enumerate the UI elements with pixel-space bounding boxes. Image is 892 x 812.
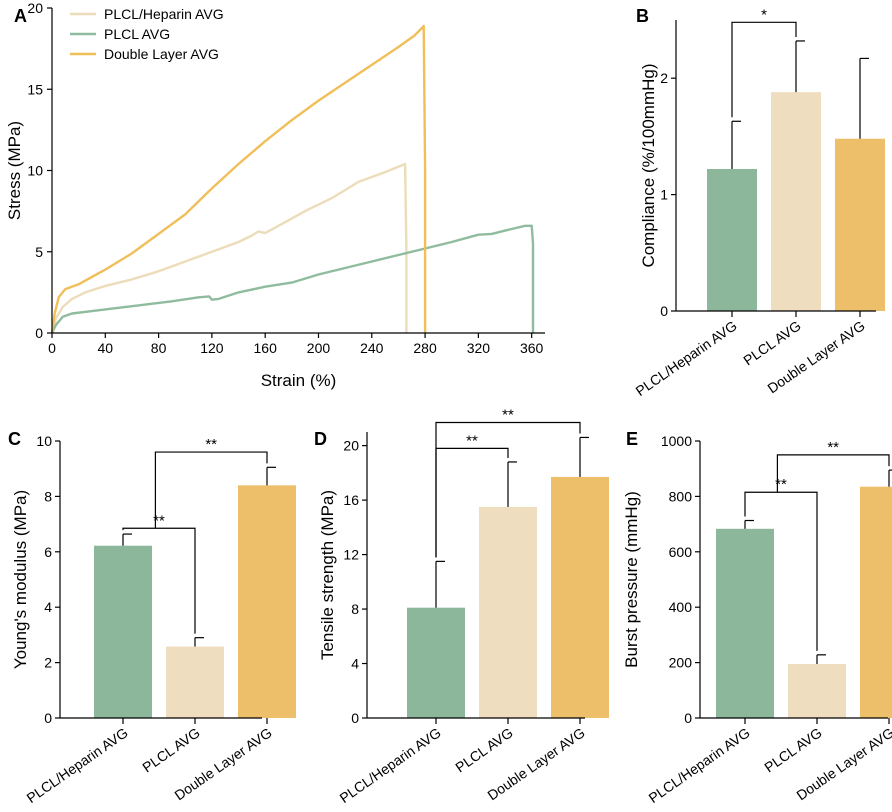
x-tick-label: 240	[360, 340, 384, 356]
significance-label: **	[827, 439, 839, 456]
x-tick-label: 360	[520, 340, 544, 356]
y-tick-label: 4	[351, 656, 359, 672]
bar	[707, 168, 757, 311]
bar	[860, 486, 892, 718]
legend-label: PLCL AVG	[104, 26, 170, 42]
y-axis-label: Stress (MPa)	[5, 121, 24, 220]
category-label: PLCL AVG	[740, 317, 803, 368]
panel-label: C	[8, 429, 21, 449]
significance-label: **	[502, 406, 514, 423]
y-tick-label: 0	[351, 710, 359, 726]
x-tick-label: 160	[254, 340, 278, 356]
panel-label: A	[14, 6, 27, 26]
panel-e-burst-pressure-bar-chart: E ** ** 0 200 400 600 800 1000 PLCL/Heparin AVG PL…	[622, 429, 892, 806]
category-label: PLCL/Heparin AVG	[633, 317, 740, 399]
significance-label: **	[153, 512, 165, 529]
x-tick-label: 40	[98, 340, 114, 356]
significance-bracket	[154, 451, 268, 529]
y-tick-label: 10	[27, 163, 43, 179]
series-line	[50, 24, 427, 334]
category-label: PLCL AVG	[761, 724, 824, 775]
y-tick-label: 600	[669, 544, 693, 560]
y-tick-label: 400	[669, 599, 693, 615]
x-tick-label: 0	[48, 340, 56, 356]
y-tick-label: 5	[35, 244, 43, 260]
category-label: PLCL AVG	[139, 724, 202, 775]
y-tick-label: 12	[343, 547, 359, 563]
significance-bracket	[731, 21, 797, 118]
y-tick-label: 0	[684, 710, 692, 726]
panel-label: B	[636, 6, 649, 26]
y-tick-label: 8	[44, 488, 52, 504]
significance-bracket	[435, 421, 581, 558]
y-tick-label: 15	[27, 81, 43, 97]
x-tick-label: 320	[467, 340, 491, 356]
x-tick-label: 280	[413, 340, 437, 356]
significance-label: **	[775, 476, 787, 493]
x-axis-label: Strain (%)	[261, 371, 337, 390]
panel-label: D	[314, 429, 327, 449]
bar	[479, 506, 537, 718]
series-line	[50, 224, 535, 334]
y-tick-label: 20	[343, 438, 359, 454]
y-tick-label: 1	[660, 187, 668, 203]
y-tick-label: 800	[669, 488, 693, 504]
y-tick-label: 0	[660, 303, 668, 319]
bar	[771, 92, 821, 311]
y-tick-label: 20	[27, 0, 43, 16]
y-tick-label: 4	[44, 599, 52, 615]
y-tick-label: 200	[669, 655, 693, 671]
bar	[407, 607, 465, 718]
category-label: PLCL/Heparin AVG	[646, 724, 753, 806]
y-axis-label: Young's modulus (MPa)	[11, 490, 30, 669]
series-line	[50, 162, 408, 334]
panel-label: E	[626, 429, 638, 449]
category-label: PLCL AVG	[452, 724, 515, 775]
x-tick-label: 80	[151, 340, 167, 356]
bar	[788, 663, 846, 718]
y-tick-label: 16	[343, 492, 359, 508]
x-tick-label: 120	[200, 340, 224, 356]
y-axis-label: Tensile strength (MPa)	[318, 490, 337, 660]
significance-bracket	[122, 527, 196, 634]
y-tick-label: 10	[36, 433, 52, 449]
y-tick-label: 0	[35, 325, 43, 341]
category-label: PLCL/Heparin AVG	[24, 724, 131, 806]
panel-a-line-chart: A 0 40 80 120 160 200 240 280 320 360 0 5 10 15 20 Strai…	[5, 0, 545, 390]
y-tick-label: 6	[44, 544, 52, 560]
bar	[94, 545, 152, 718]
significance-bracket	[776, 454, 890, 493]
y-tick-label: 0	[44, 710, 52, 726]
x-tick-label: 200	[307, 340, 331, 356]
y-tick-label: 2	[660, 70, 668, 86]
significance-label: *	[761, 6, 767, 23]
bar	[716, 528, 774, 718]
legend-label: Double Layer AVG	[104, 46, 219, 62]
y-tick-label: 1000	[661, 433, 692, 449]
significance-bracket	[744, 491, 818, 651]
y-axis-label: Compliance (%/100mmHg)	[639, 63, 658, 267]
category-label: PLCL/Heparin AVG	[337, 724, 444, 806]
y-tick-label: 2	[44, 655, 52, 671]
bar	[166, 646, 224, 718]
significance-label: **	[205, 436, 217, 453]
bar	[835, 138, 885, 311]
legend-label: PLCL/Heparin AVG	[104, 6, 224, 22]
bar	[238, 485, 296, 718]
bar	[551, 476, 609, 718]
y-tick-label: 8	[351, 601, 359, 617]
y-axis-label: Burst pressure (mmHg)	[622, 491, 641, 668]
significance-label: **	[466, 432, 478, 449]
